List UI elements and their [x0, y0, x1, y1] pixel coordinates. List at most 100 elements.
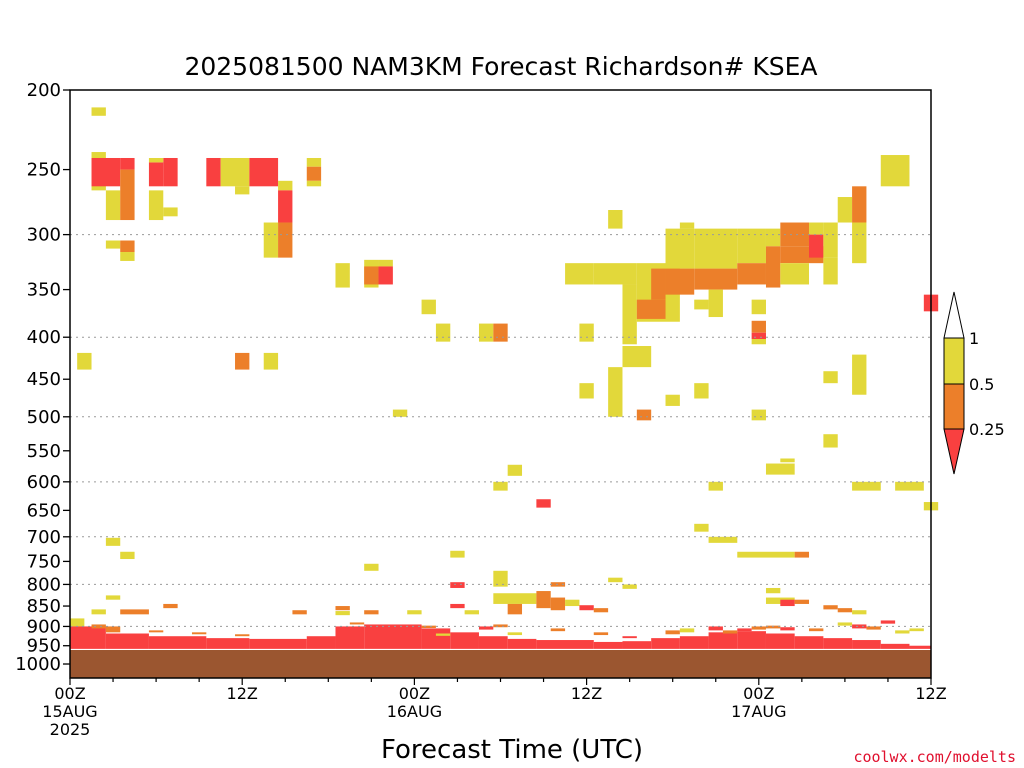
ri-cell-red [852, 624, 867, 629]
ri-cell-yellow [565, 599, 580, 607]
ri-cell-yellow [105, 240, 121, 249]
ri-cell-orange [148, 630, 164, 633]
ri-cell-yellow [708, 481, 723, 491]
x-tick-label: 00Z [54, 684, 85, 703]
ri-cell-red [91, 157, 121, 187]
ri-cell-orange [694, 268, 738, 290]
x-tick-label: 2025 [50, 720, 91, 739]
ri-cell-red [450, 582, 465, 588]
ri-cell-red [70, 626, 106, 650]
colorbar-label: 0.5 [969, 375, 994, 394]
ri-cell-yellow [852, 481, 881, 491]
ri-cell-red [823, 638, 853, 650]
ri-cell-orange [349, 622, 365, 625]
ri-cell-orange [493, 624, 508, 628]
ri-cell-yellow [622, 284, 637, 345]
ri-cell-yellow [148, 157, 164, 163]
ri-cell-red [593, 641, 623, 650]
ri-cell-orange [794, 551, 810, 558]
ri-cell-yellow [665, 228, 695, 269]
ri-cell-yellow [823, 371, 838, 384]
ri-cell-yellow [220, 157, 250, 187]
ri-cell-red [335, 626, 365, 650]
ri-cell-red [708, 626, 723, 631]
ri-cell-red [249, 638, 307, 650]
ri-cell-orange [191, 632, 207, 635]
ri-cell-orange [364, 266, 379, 285]
ri-cell-red [478, 636, 508, 650]
ri-cell-red [780, 627, 795, 631]
ri-cell-yellow [120, 551, 135, 560]
ri-cell-red [737, 628, 752, 632]
ri-cell-yellow [765, 587, 781, 594]
x-tick-label: 00Z [743, 684, 774, 703]
ri-cell-yellow [493, 593, 537, 604]
ri-cell-orange [550, 628, 566, 632]
ri-cell-yellow [694, 523, 709, 532]
y-tick-label: 350 [27, 280, 61, 301]
colorbar-label: 1 [969, 329, 979, 348]
ri-cell-orange [120, 240, 135, 253]
ri-cell-yellow [852, 222, 867, 264]
ground-band [70, 648, 931, 678]
ri-cell-orange [765, 246, 781, 288]
ri-cell-yellow [407, 610, 422, 615]
ri-cell-yellow [780, 263, 810, 285]
ri-cell-orange [306, 166, 322, 181]
chart-title: 2025081500 NAM3KM Forecast Richardson# K… [184, 52, 817, 81]
ri-cell-yellow [852, 610, 867, 615]
y-tick-label: 450 [27, 369, 61, 390]
ri-cell-yellow [507, 632, 523, 636]
ri-cell-orange [292, 610, 307, 615]
ri-cell-yellow [737, 551, 795, 558]
ri-cell-orange [737, 263, 766, 285]
ri-cell-yellow [593, 263, 637, 285]
ri-cell-yellow [823, 257, 838, 285]
ri-cell-yellow [148, 190, 164, 221]
colorbar-label: 0.25 [969, 420, 1005, 439]
ri-cell-red [306, 636, 336, 650]
ri-cell-orange [837, 608, 853, 613]
ri-cell-orange [120, 169, 135, 221]
ri-cell-yellow [335, 263, 350, 288]
ri-cell-orange [163, 603, 178, 609]
ri-cell-yellow [780, 458, 795, 463]
ri-cell-yellow [306, 157, 322, 167]
y-tick-label: 900 [27, 616, 61, 637]
ri-cell-red [148, 636, 207, 650]
ri-cell-yellow [91, 107, 106, 116]
ri-cell-orange [278, 222, 293, 258]
ri-cell-yellow [364, 563, 379, 571]
ri-cell-red [364, 624, 422, 650]
ri-cell-yellow [421, 299, 436, 315]
y-tick-label: 650 [27, 500, 61, 521]
ri-cell-yellow [751, 299, 766, 315]
y-tick-label: 700 [27, 527, 61, 548]
x-tick-label: 15AUG [42, 702, 97, 721]
ri-cell-yellow [694, 228, 738, 269]
ri-cell-orange [421, 625, 436, 629]
ri-cell-yellow [622, 346, 652, 368]
colorbar-bottom-arrow [943, 428, 965, 475]
ri-cell-yellow [263, 352, 279, 370]
ri-cell-orange [550, 597, 566, 611]
ri-cell-yellow [751, 409, 766, 421]
ri-cell-yellow [837, 622, 853, 626]
ri-cell-orange [852, 186, 867, 223]
plot-frame [69, 89, 932, 679]
ri-cell-yellow [278, 180, 293, 191]
y-tick-label: 200 [27, 80, 61, 101]
ri-cell-orange [765, 625, 781, 629]
ri-cell-yellow [837, 197, 853, 223]
ri-cell-orange [780, 222, 810, 247]
ri-cell-yellow [665, 394, 680, 406]
ri-cell-yellow [493, 481, 508, 491]
grid-lines [70, 234, 931, 627]
ri-cell-yellow [708, 289, 723, 318]
ri-cell-yellow [105, 595, 121, 600]
ri-cell-orange [751, 320, 766, 333]
ri-cell-yellow [809, 222, 824, 235]
credit-text[interactable]: coolwx.com/modelts [853, 748, 1016, 766]
ri-cell-red [278, 190, 293, 223]
y-tick-label: 750 [27, 551, 61, 572]
